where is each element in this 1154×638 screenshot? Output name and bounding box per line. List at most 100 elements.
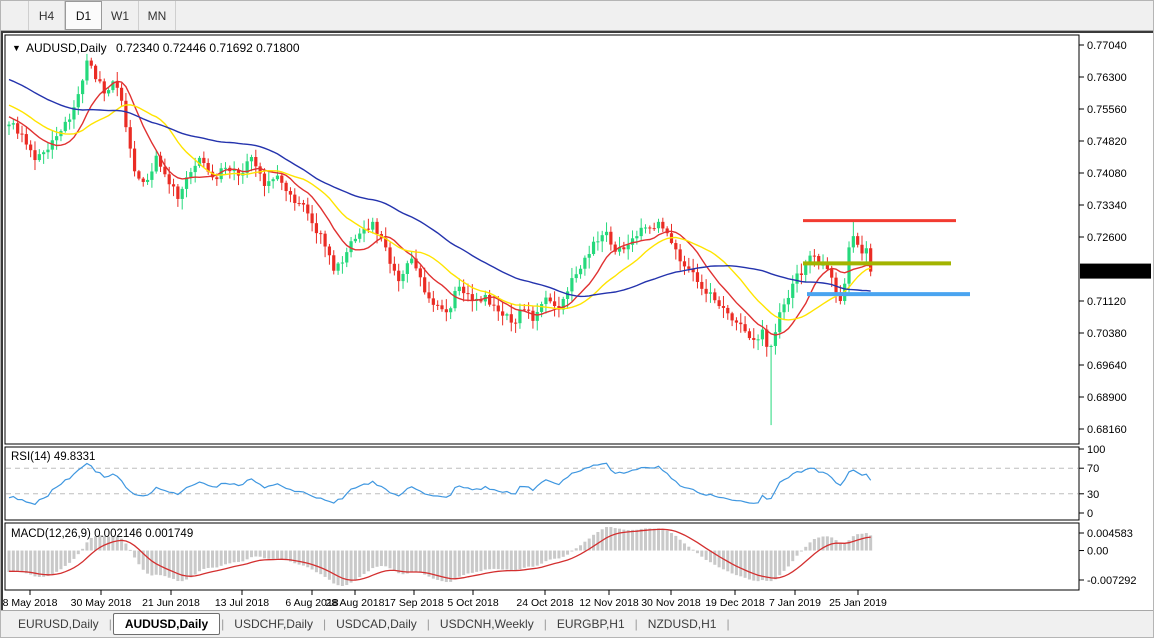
- candle-body: [687, 266, 691, 269]
- candle-body: [267, 181, 271, 186]
- chart-tab-nzdusd[interactable]: NZDUSD,H1: [647, 617, 717, 631]
- chart-tab-eurusd[interactable]: EURUSD,Daily: [18, 617, 99, 631]
- macd-histogram-bar: [479, 550, 483, 572]
- macd-histogram-bar: [332, 550, 336, 584]
- candle-body: [453, 291, 457, 309]
- moving-averages-layer: [8, 78, 871, 336]
- candle-body: [353, 238, 357, 242]
- macd-histogram-bar: [514, 550, 518, 571]
- candle-body: [20, 133, 24, 135]
- candle-body: [856, 236, 860, 245]
- candle-body: [128, 127, 132, 149]
- macd-histogram-bar: [626, 530, 630, 551]
- macd-histogram-bar: [306, 550, 310, 568]
- candle-body: [565, 291, 570, 299]
- hlines-layer[interactable]: [803, 219, 970, 297]
- macd-histogram-bar: [808, 542, 812, 551]
- candle-body: [106, 90, 111, 94]
- chart-window: 100 70 30 0 0.004583 0.00 -0.007292 0.77040 0.76…: [1, 31, 1153, 612]
- macd-histogram-bar: [172, 550, 176, 579]
- rsi-label: RSI(14) 49.8331: [11, 451, 95, 463]
- candle-body: [11, 123, 15, 125]
- macd-histogram-bar: [258, 550, 262, 557]
- time-axis-label: 21 Jun 2018: [142, 597, 200, 609]
- price-axis-label: 0.68160: [1087, 424, 1127, 436]
- candle-body: [236, 169, 241, 176]
- macd-histogram-bar: [211, 550, 215, 568]
- candle-body: [548, 297, 552, 302]
- chart-tab-usdchf[interactable]: USDCHF,Daily: [234, 617, 313, 631]
- chart-tab-usdcnh[interactable]: USDCNH,Weekly: [439, 617, 534, 631]
- candle-body: [617, 247, 622, 252]
- candle-body: [613, 244, 617, 252]
- candle-body: [81, 80, 85, 95]
- macd-histogram-bar: [791, 550, 795, 562]
- chart-canvas[interactable]: 100 70 30 0 0.004583 0.00 -0.007292 0.77040 0.76…: [3, 33, 1153, 610]
- candle-body: [33, 150, 37, 161]
- chart-tabs-bar: EURUSD,Daily | AUDUSD,Daily | USDCHF,Daily | U…: [1, 610, 1153, 637]
- macd-histogram-bar: [799, 550, 803, 552]
- candle-body: [743, 324, 747, 332]
- candle-body: [591, 241, 596, 255]
- candle-body: [124, 100, 128, 128]
- macd-histogram-bar: [488, 550, 492, 570]
- timeframe-button-w1[interactable]: W1: [102, 1, 139, 30]
- candle-body: [570, 278, 574, 292]
- macd-histogram-bar: [202, 550, 206, 569]
- candle-body: [769, 345, 773, 347]
- candle-body: [739, 322, 743, 325]
- candle-body: [94, 65, 98, 80]
- candle-body: [37, 154, 41, 161]
- macd-histogram-bar: [535, 550, 539, 566]
- symbol-dropdown-icon[interactable]: ▼: [12, 43, 21, 53]
- candle-body: [271, 179, 275, 182]
- macd-histogram-bar: [618, 528, 622, 551]
- macd-histogram-bar: [29, 550, 33, 575]
- candle-body: [163, 166, 167, 175]
- candle-body: [145, 179, 150, 182]
- macd-histogram-bar: [297, 550, 301, 565]
- macd-histogram-bar: [228, 550, 232, 564]
- candle-body: [773, 332, 778, 346]
- macd-histogram-bar: [613, 528, 617, 551]
- candle-body: [119, 87, 124, 101]
- ma-line-45: [8, 78, 871, 298]
- macd-histogram-bar: [553, 550, 557, 559]
- macd-histogram-bar: [423, 550, 427, 575]
- time-axis-label: 12 Nov 2018: [579, 597, 639, 609]
- candle-body: [332, 255, 336, 271]
- candle-body: [851, 236, 855, 248]
- chart-tab-eurgbp[interactable]: EURGBP,H1: [556, 617, 625, 631]
- timeframe-button-h4[interactable]: H4: [28, 1, 65, 30]
- macd-histogram-bar: [345, 550, 349, 586]
- timeframe-button-mn[interactable]: MN: [139, 1, 176, 30]
- candle-body: [596, 241, 600, 243]
- macd-histogram-bar: [392, 550, 396, 571]
- macd-histogram-bar: [340, 550, 344, 586]
- time-axis[interactable]: 8 May 2018 30 May 2018 21 Jun 2018 13 Jul 2…: [3, 590, 887, 609]
- candle-body: [24, 134, 28, 145]
- macd-histogram-bar: [462, 550, 466, 576]
- macd-histogram-bar: [786, 550, 790, 567]
- macd-histogram-bar: [414, 550, 418, 572]
- macd-histogram-bar: [821, 536, 825, 551]
- macd-histogram-bar: [349, 550, 353, 583]
- macd-histogram-bar: [33, 550, 37, 577]
- time-axis-label: 6 Aug 2018: [285, 597, 338, 609]
- candle-body: [804, 262, 808, 275]
- ma-line-10: [8, 80, 871, 336]
- macd-histogram-bar: [167, 550, 171, 578]
- candle-body: [639, 227, 643, 237]
- macd-histogram-bar: [358, 550, 362, 578]
- price-axis[interactable]: 100 70 30 0 0.004583 0.00 -0.007292 0.77040 0.76…: [1079, 40, 1151, 587]
- candle-body: [98, 79, 102, 82]
- candle-body: [708, 292, 713, 294]
- candle-body: [254, 157, 258, 167]
- candle-body: [652, 228, 656, 230]
- macd-histogram-bar: [812, 539, 816, 551]
- chart-tab-audusd[interactable]: AUDUSD,Daily: [112, 613, 221, 635]
- macd-histogram-bar: [691, 549, 695, 551]
- chart-tab-usdcad[interactable]: USDCAD,Daily: [336, 617, 417, 631]
- timeframe-button-d1[interactable]: D1: [65, 1, 102, 30]
